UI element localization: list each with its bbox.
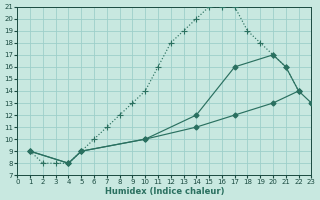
X-axis label: Humidex (Indice chaleur): Humidex (Indice chaleur) <box>105 187 224 196</box>
